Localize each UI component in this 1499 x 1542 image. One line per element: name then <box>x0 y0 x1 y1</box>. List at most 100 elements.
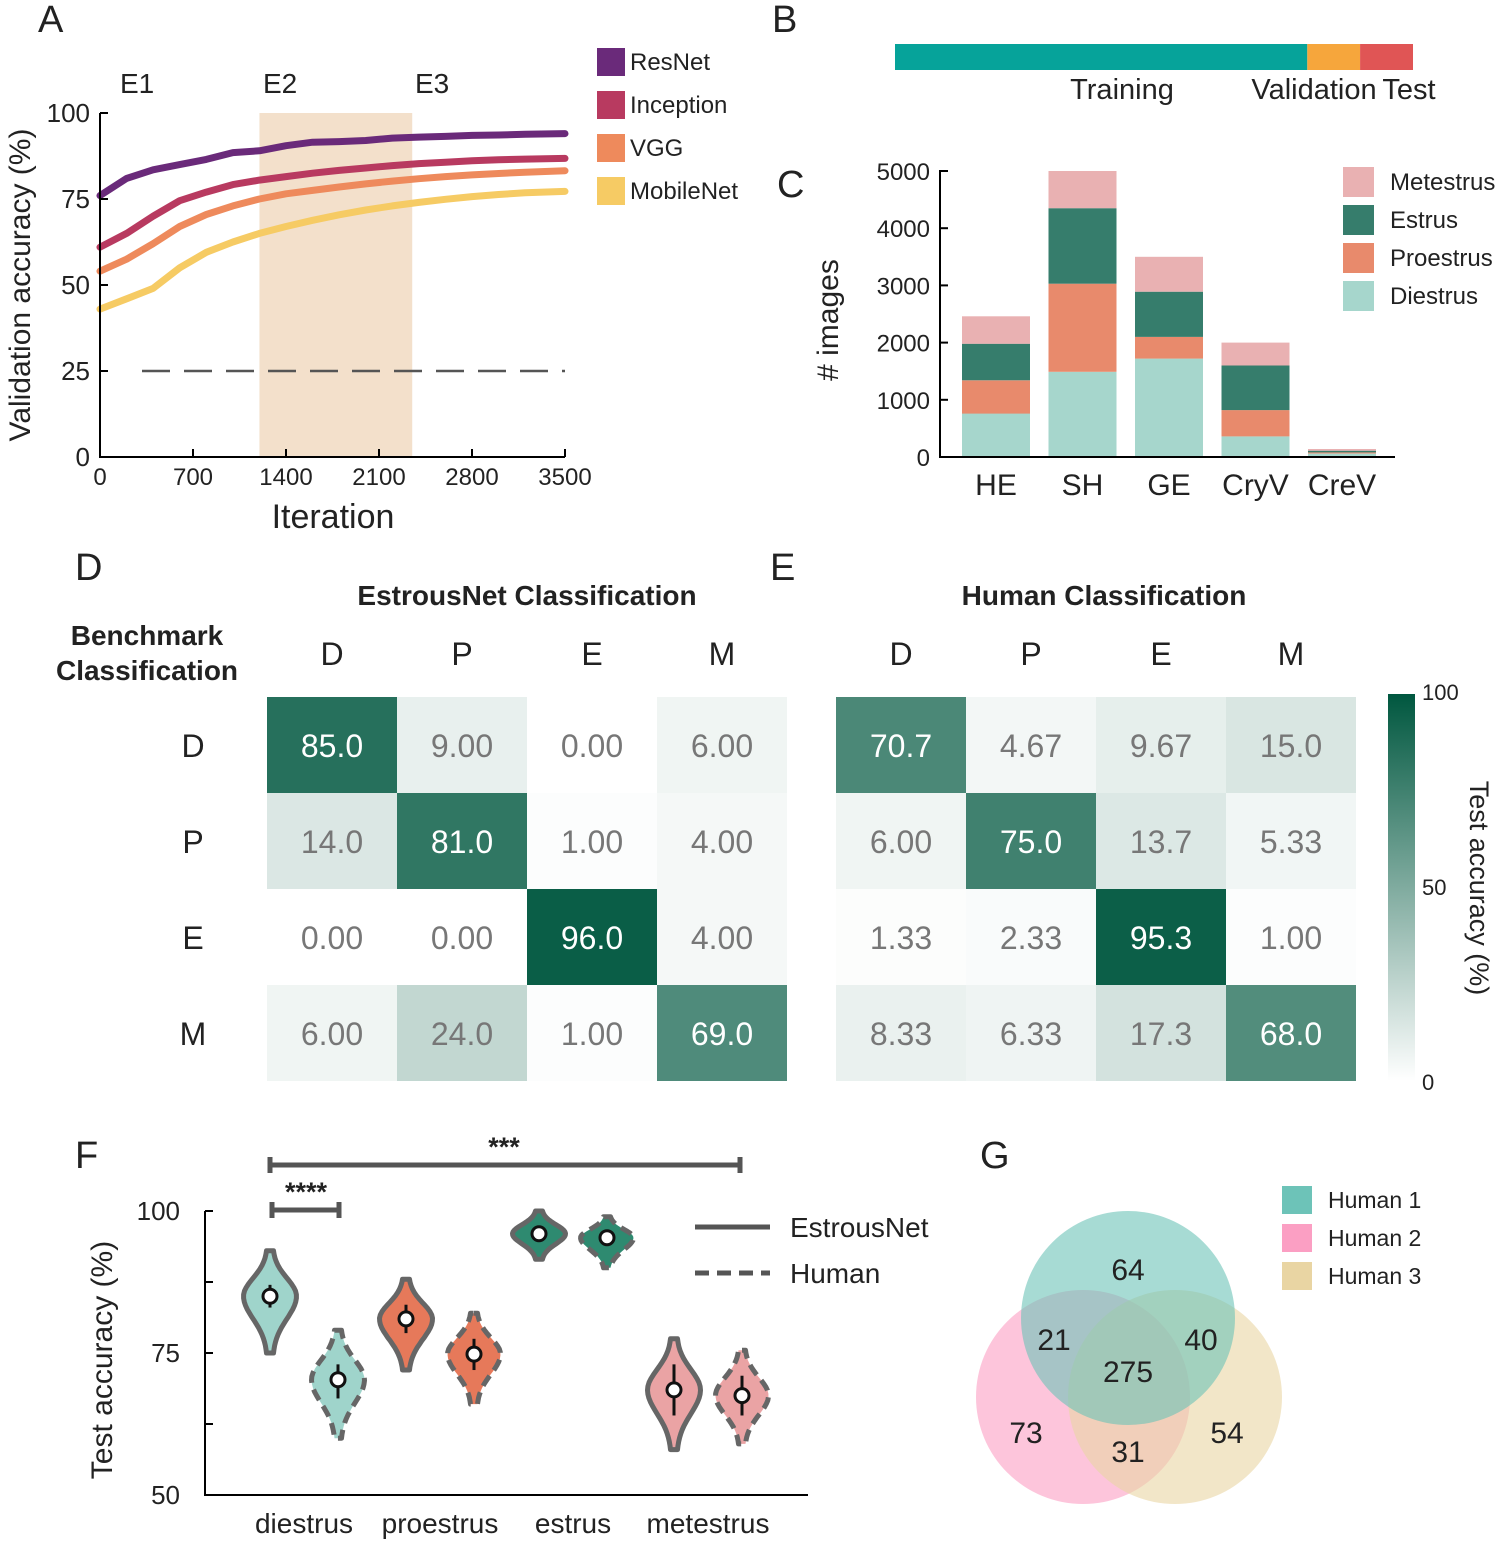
violin-median-estrus-human <box>598 1229 616 1247</box>
panel-d-estrousnet-confusion-matrix: D EstrousNet Classification Benchmark Cl… <box>56 547 787 1081</box>
estrousnet-cell-3-2 <box>527 985 657 1081</box>
human-cell-1-2 <box>1096 793 1226 889</box>
legend-label-human-1: Human 1 <box>1328 1187 1421 1213</box>
human-cell-label-2-0: 1.33 <box>870 920 932 956</box>
bar-ge-estrus <box>1135 291 1203 337</box>
y-axis-label-c: # images <box>812 259 845 381</box>
epoch-label-e2: E2 <box>263 68 297 99</box>
estrousnet-cell-label-3-3: 69.0 <box>691 1016 753 1052</box>
estrousnet-cell-0-1 <box>397 697 527 793</box>
venn-count-only-3: 54 <box>1210 1417 1243 1450</box>
human-cell-label-3-3: 68.0 <box>1260 1016 1322 1052</box>
venn-count-only-2: 73 <box>1009 1417 1042 1450</box>
estrousnet-cell-label-1-2: 1.00 <box>561 824 623 860</box>
split-segment-test <box>1360 44 1413 70</box>
row-title-line-1: Benchmark <box>71 620 224 651</box>
human-column-label-m: M <box>1278 636 1305 672</box>
human-cell-label-0-0: 70.7 <box>870 728 932 764</box>
significance-label-diestrus: **** <box>285 1177 328 1207</box>
panel-b-data-split: B Training Validation Test <box>772 0 1436 106</box>
human-cell-label-2-2: 95.3 <box>1130 920 1192 956</box>
human-cell-3-1 <box>966 985 1096 1081</box>
legend-swatch-estrus <box>1343 205 1374 235</box>
human-cell-label-1-0: 6.00 <box>870 824 932 860</box>
venn-count-2-and-3: 31 <box>1111 1436 1144 1469</box>
legend-label-vgg: VGG <box>630 135 683 162</box>
legend-swatch-resnet <box>597 48 625 76</box>
bar-ge-metestrus <box>1135 256 1203 292</box>
legend-label-estrus: Estrus <box>1390 207 1458 234</box>
xtick-label-c-ge: GE <box>1147 469 1190 502</box>
estrousnet-cell-2-1 <box>397 889 527 985</box>
x-axis-label-a: Iteration <box>272 498 395 536</box>
epoch-label-e3: E3 <box>415 68 449 99</box>
legend-swatch-human-2 <box>1282 1224 1312 1252</box>
xtick-label-f-metestrus: metestrus <box>647 1508 770 1539</box>
row-title-line-2: Classification <box>56 655 238 686</box>
estrousnet-cell-label-0-0: 85.0 <box>301 728 363 764</box>
estrousnet-cell-label-1-0: 14.0 <box>301 824 363 860</box>
xtick-label-c-cryv: CryV <box>1222 469 1289 502</box>
panel-label-a: A <box>38 0 64 41</box>
row-label-e: E <box>182 920 203 956</box>
estrousnet-cell-label-0-2: 0.00 <box>561 728 623 764</box>
bar-sh-proestrus <box>1048 283 1117 372</box>
line-mobilenet <box>96 187 569 313</box>
legend-label-mobilenet: MobileNet <box>630 178 738 205</box>
ytick-label-f-75: 75 <box>151 1338 180 1368</box>
estrousnet-cell-2-0 <box>267 889 397 985</box>
line-inception <box>96 154 569 251</box>
split-label-training: Training <box>1070 74 1174 106</box>
estrousnet-cell-label-0-3: 6.00 <box>691 728 753 764</box>
estrousnet-cell-1-0 <box>267 793 397 889</box>
legend-label-human: Human <box>790 1258 880 1289</box>
legend-label-inception: Inception <box>630 92 727 119</box>
estrousnet-cell-label-2-2: 96.0 <box>561 920 623 956</box>
estrousnet-column-label-e: E <box>581 636 602 672</box>
bar-crev-estrus <box>1308 450 1376 453</box>
bar-sh-metestrus <box>1048 171 1117 209</box>
human-cell-2-0 <box>836 889 966 985</box>
human-cell-label-1-1: 75.0 <box>1000 824 1062 860</box>
human-column-label-p: P <box>1020 636 1041 672</box>
estrousnet-column-label-p: P <box>451 636 472 672</box>
estrousnet-cell-label-1-1: 81.0 <box>431 824 493 860</box>
split-label-validation: Validation <box>1251 74 1376 106</box>
colorbar-tick-100: 100 <box>1422 680 1459 705</box>
human-cell-label-1-3: 5.33 <box>1260 824 1322 860</box>
xtick-label-c-he: HE <box>975 469 1017 502</box>
ytick-label-a-25: 25 <box>61 356 90 386</box>
legend-swatch-human-1 <box>1282 1186 1312 1214</box>
human-column-label-d: D <box>889 636 912 672</box>
human-cell-label-0-1: 4.67 <box>1000 728 1062 764</box>
split-label-test: Test <box>1382 74 1435 106</box>
venn-count-all: 275 <box>1103 1356 1153 1389</box>
estrousnet-cell-label-0-1: 9.00 <box>431 728 493 764</box>
estrousnet-cell-label-3-2: 1.00 <box>561 1016 623 1052</box>
venn-count-1-and-3: 40 <box>1184 1324 1217 1357</box>
y-axis-label-a: Validation accuracy (%) <box>4 129 37 442</box>
colorbar <box>1388 694 1415 1081</box>
panel-label-g: G <box>980 1135 1010 1177</box>
significance-bracket-diestrus <box>269 1202 342 1218</box>
legend-swatch-mobilenet <box>597 177 625 205</box>
violin-median-metestrus-human <box>733 1387 751 1405</box>
human-cell-label-2-1: 2.33 <box>1000 920 1062 956</box>
heatmap-title-d: EstrousNet Classification <box>357 580 696 611</box>
human-cell-0-1 <box>966 697 1096 793</box>
ytick-label-c-4000: 4000 <box>877 216 930 243</box>
estrousnet-cell-label-3-0: 6.00 <box>301 1016 363 1052</box>
significance-bracket-wide <box>267 1157 743 1173</box>
legend-a: ResNet Inception VGG MobileNet <box>597 48 738 205</box>
human-cell-label-1-2: 13.7 <box>1130 824 1192 860</box>
bar-sh-diestrus <box>1048 371 1117 457</box>
bar-ge-diestrus <box>1135 358 1203 457</box>
xtick-label-c-crev: CreV <box>1308 469 1376 502</box>
legend-label-proestrus: Proestrus <box>1390 245 1493 272</box>
panel-e-human-confusion-matrix: E Human Classification 70.7 4.67 9.67 15.0 6… <box>770 547 1494 1095</box>
estrousnet-cell-0-0 <box>267 697 397 793</box>
ytick-label-c-5000: 5000 <box>877 159 930 186</box>
row-label-p: P <box>182 824 203 860</box>
row-label-d: D <box>181 728 204 764</box>
